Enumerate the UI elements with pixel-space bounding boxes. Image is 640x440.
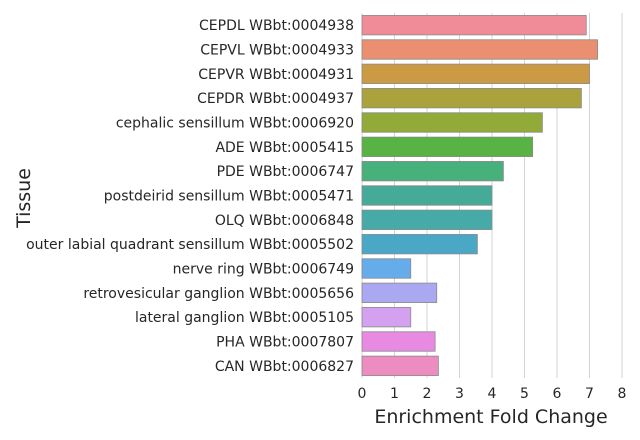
category-label: CEPVL WBbt:0004933: [200, 43, 354, 59]
category-label: lateral ganglion WBbt:0005105: [135, 310, 354, 326]
category-label: PHA WBbt:0007807: [216, 335, 354, 351]
category-label: nerve ring WBbt:0006749: [173, 262, 354, 278]
category-label: ADE WBbt:0005415: [215, 140, 354, 156]
x-tick-labels: 0 1 2 3 4 5 6 7 8: [358, 386, 627, 402]
category-label: CEPDR WBbt:0004937: [197, 91, 354, 107]
bar: [361, 63, 590, 84]
x-tick-label: 6: [553, 386, 562, 402]
bar: [361, 258, 412, 279]
x-tick-label: 1: [390, 386, 399, 402]
category-label: CAN WBbt:0006827: [215, 359, 354, 375]
bar: [361, 282, 438, 303]
category-label: retrovesicular ganglion WBbt:0005656: [83, 286, 354, 302]
bar: [361, 185, 493, 206]
x-tick-label: 5: [520, 386, 529, 402]
bar: [361, 331, 436, 352]
category-label: CEPDL WBbt:0004938: [199, 18, 354, 34]
bar: [361, 88, 582, 109]
category-labels: CEPDL WBbt:0004938 CEPVL WBbt:0004933 CEPV…: [26, 18, 354, 375]
bar: [361, 355, 439, 376]
category-label: CEPVR WBbt:0004931: [198, 67, 354, 83]
category-label: cephalic sensillum WBbt:0006920: [116, 116, 354, 132]
bar: [361, 209, 493, 230]
x-tick-label: 2: [423, 386, 432, 402]
x-tick-label: 7: [585, 386, 594, 402]
category-label: postdeirid sensillum WBbt:0005471: [104, 189, 354, 205]
x-tick-label: 8: [618, 386, 627, 402]
bar: [361, 307, 412, 328]
bar: [361, 161, 504, 182]
x-axis-label: Enrichment Fold Change: [374, 406, 607, 428]
x-tick-label: 0: [358, 386, 367, 402]
y-axis-label: Tissue: [13, 168, 35, 229]
x-tick-label: 4: [488, 386, 497, 402]
category-label: outer labial quadrant sensillum WBbt:000…: [26, 237, 354, 253]
category-label: OLQ WBbt:0006848: [215, 213, 354, 229]
bar: [361, 234, 478, 255]
category-label: PDE WBbt:0006747: [217, 164, 354, 180]
bars: [361, 15, 599, 376]
bar: [361, 15, 587, 36]
x-tick-label: 3: [455, 386, 464, 402]
bar: [361, 112, 543, 133]
bar: [361, 136, 534, 157]
bar: [361, 39, 599, 60]
